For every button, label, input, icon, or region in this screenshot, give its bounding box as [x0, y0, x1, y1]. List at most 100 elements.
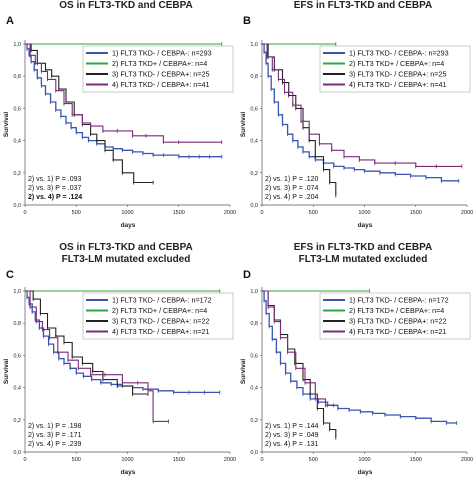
x-tick-label: 500 — [72, 457, 81, 463]
x-tick-label: 2000 — [224, 457, 236, 463]
legend-label: 1) FLT3 TKD- / CEBPA-: n=293 — [112, 49, 212, 58]
chart-title: OS in FLT3-TKD and CEBPA — [59, 242, 193, 253]
x-tick-label: 1500 — [173, 210, 185, 216]
series-line — [262, 290, 334, 406]
y-axis-label: Survival — [3, 112, 10, 137]
legend-label: 4) FLT3 TKD- / CEBPA+: n=21 — [112, 327, 209, 336]
y-tick-label: 0,0 — [13, 450, 21, 456]
x-tick-label: 0 — [260, 457, 263, 463]
x-tick-label: 1000 — [121, 457, 133, 463]
chart-title: OS in FLT3-TKD and CEBPA — [59, 0, 193, 11]
y-tick-label: 1,0 — [13, 289, 21, 295]
y-axis-label: Survival — [240, 359, 247, 384]
x-tick-label: 2000 — [461, 457, 473, 463]
y-tick-label: 0,2 — [250, 171, 258, 177]
legend-label: 2) FLT3 TKD+ / CEBPA+: n=4 — [112, 306, 207, 315]
y-tick-label: 0,8 — [250, 74, 258, 80]
y-tick-label: 0,0 — [250, 203, 258, 209]
legend-label: 3) FLT3 TKD- / CEBPA+: n=22 — [112, 317, 209, 326]
series-group — [262, 42, 337, 46]
x-tick-label: 0 — [23, 210, 26, 216]
p-value: 2) vs. 3) P = .037 — [28, 185, 81, 192]
x-tick-label: 500 — [72, 210, 81, 216]
y-tick-label: 0,2 — [13, 418, 21, 424]
panel-letter: D — [243, 269, 251, 281]
legend-label: 3) FLT3 TKD- / CEBPA+: n=22 — [349, 317, 446, 326]
y-tick-label: 0,4 — [13, 139, 21, 145]
x-tick-label: 2000 — [461, 210, 473, 216]
y-tick-label: 0,4 — [250, 139, 258, 145]
p-value: 2) vs. 1) P = .093 — [28, 176, 81, 183]
p-value: 2) vs. 1) P = .198 — [28, 423, 81, 430]
panel-b: EFS in FLT3-TKD and CEBPA B 0,0 0,2 0,4 0,6 0,… — [237, 0, 474, 242]
x-tick-label: 1000 — [358, 210, 370, 216]
y-tick-label: 0,8 — [13, 74, 21, 80]
series-line — [25, 290, 148, 395]
p-value: 2) vs. 3) P = .049 — [265, 432, 318, 439]
panel-letter: B — [243, 15, 251, 27]
y-tick-label: 0,6 — [13, 353, 21, 359]
legend-label: 3) FLT3 TKD- / CEBPA+: n=25 — [349, 70, 446, 79]
x-tick-label: 0 — [23, 457, 26, 463]
p-value: 2) vs. 4) P = .124 — [28, 194, 82, 201]
x-axis-label: days — [358, 469, 373, 476]
legend-label: 1) FLT3 TKD- / CEBPA-: n=293 — [349, 49, 449, 58]
series-group — [262, 43, 460, 183]
series-group — [25, 289, 221, 293]
legend-label: 4) FLT3 TKD- / CEBPA+: n=41 — [349, 80, 446, 89]
series-group — [262, 43, 337, 198]
chart-title: EFS in FLT3-TKD and CEBPA — [294, 0, 433, 11]
y-tick-label: 0,2 — [13, 171, 21, 177]
x-axis-label: days — [358, 222, 373, 229]
y-axis-label: Survival — [3, 359, 10, 384]
series-group — [262, 290, 335, 408]
y-tick-label: 0,8 — [13, 321, 21, 327]
legend-label: 1) FLT3 TKD- / CEBPA-: n=172 — [112, 296, 212, 305]
p-value: 2) vs. 4) P = .204 — [265, 194, 318, 201]
p-value: 2) vs. 4) P = .239 — [28, 441, 81, 448]
y-tick-label: 0,4 — [250, 386, 258, 392]
chart-subtitle: FLT3-LM mutated excluded — [62, 254, 191, 265]
legend-label: 3) FLT3 TKD- / CEBPA+: n=25 — [112, 70, 209, 79]
y-tick-label: 0,0 — [250, 450, 258, 456]
y-tick-label: 1,0 — [13, 42, 21, 48]
x-tick-label: 1500 — [173, 457, 185, 463]
x-tick-label: 0 — [260, 210, 263, 216]
chart-title: EFS in FLT3-TKD and CEBPA — [294, 242, 433, 253]
panel-a: OS in FLT3-TKD and CEBPA A 0,0 0,2 0,4 0,6 0,8… — [0, 0, 237, 242]
legend-label: 4) FLT3 TKD- / CEBPA+: n=41 — [112, 80, 209, 89]
series-group — [262, 43, 463, 169]
series-line — [25, 43, 222, 158]
legend-label: 1) FLT3 TKD- / CEBPA-: n=172 — [349, 296, 449, 305]
series-line — [262, 43, 337, 196]
y-tick-label: 1,0 — [250, 42, 258, 48]
x-axis-label: days — [121, 469, 136, 476]
panel-c: OS in FLT3-TKD and CEBPA FLT3-LM mutated … — [0, 242, 237, 484]
chart-subtitle: FLT3-LM mutated excluded — [299, 254, 428, 265]
y-tick-label: 0,6 — [250, 353, 258, 359]
y-tick-label: 0,8 — [250, 321, 258, 327]
x-axis-label: days — [121, 222, 136, 229]
y-tick-label: 0,2 — [250, 418, 258, 424]
x-tick-label: 2000 — [224, 210, 236, 216]
series-line — [262, 43, 462, 167]
p-value: 2) vs. 1) P = .120 — [265, 176, 318, 183]
series-group — [25, 290, 149, 397]
series-group — [25, 290, 169, 424]
series-line — [25, 290, 169, 422]
y-tick-label: 0,6 — [13, 106, 21, 112]
legend-label: 4) FLT3 TKD- / CEBPA+: n=21 — [349, 327, 446, 336]
legend-label: 2) FLT3 TKD+ / CEBPA+: n=4 — [349, 306, 444, 315]
series-group — [25, 43, 223, 145]
x-tick-label: 1000 — [121, 210, 133, 216]
panel-letter: A — [6, 15, 14, 27]
panel-d: EFS in FLT3-TKD and CEBPA FLT3-LM mutated… — [237, 242, 474, 484]
x-tick-label: 500 — [309, 210, 318, 216]
legend-label: 2) FLT3 TKD+ / CEBPA+: n=4 — [112, 59, 207, 68]
panel-letter: C — [6, 269, 14, 281]
p-value: 2) vs. 3) P = .171 — [28, 432, 81, 439]
x-tick-label: 1500 — [410, 210, 422, 216]
series-group — [25, 43, 223, 159]
